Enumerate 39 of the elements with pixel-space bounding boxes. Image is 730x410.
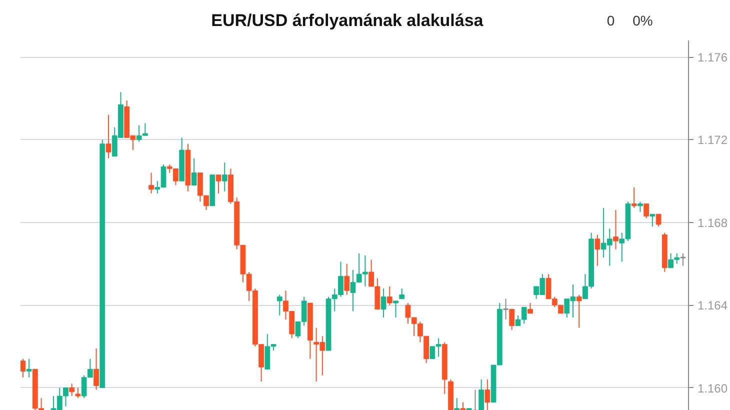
candlestick [638, 201, 643, 213]
candlestick [344, 263, 350, 296]
y-tick-label: 1.176 [698, 50, 728, 65]
candlestick [594, 234, 600, 266]
candlestick [650, 214, 656, 228]
candlestick [216, 174, 222, 194]
candlestick [656, 214, 662, 228]
candlestick [20, 358, 26, 378]
candlestick [528, 302, 533, 314]
candlestick [75, 387, 81, 399]
candlestick [454, 398, 460, 410]
text: 0% [632, 12, 653, 28]
candlestick [509, 308, 515, 330]
candlestick [613, 209, 618, 250]
y-tick-label: 1.160 [698, 381, 728, 396]
candlestick [26, 358, 32, 378]
candlestick [191, 158, 197, 186]
y-tick-label: 1.164 [698, 298, 728, 313]
text: 0 [606, 12, 615, 28]
candlestick [399, 288, 405, 300]
candlestick [148, 172, 154, 194]
candlestick [680, 252, 686, 266]
chart-title: EUR/USD árfolyamának alakulása [211, 11, 484, 30]
candlestick [94, 348, 99, 390]
y-tick-label: 1.172 [698, 133, 728, 148]
candlestick [222, 162, 228, 192]
candlestick [69, 383, 75, 397]
candlestick [478, 378, 484, 410]
candlestick [631, 186, 637, 208]
candlestick [106, 114, 112, 159]
candlestick [393, 300, 398, 318]
candlestick [576, 294, 582, 328]
candlestick [484, 378, 490, 410]
candlestick [276, 294, 282, 316]
candlestick [386, 286, 392, 306]
y-tick-label: 1.168 [698, 216, 728, 230]
candlestick [502, 298, 509, 320]
candlestick [380, 288, 386, 318]
candlestick [644, 203, 650, 219]
